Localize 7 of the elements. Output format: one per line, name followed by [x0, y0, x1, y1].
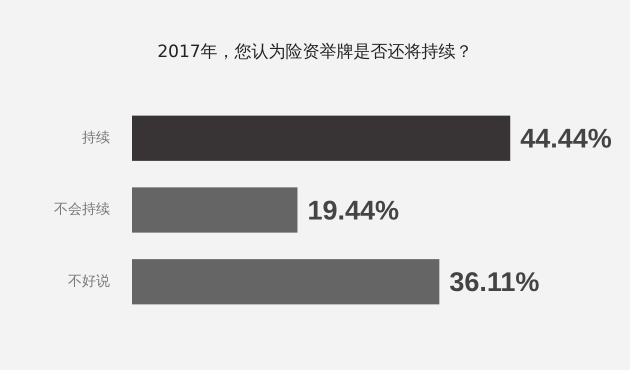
- y-tick-label: 持续: [82, 130, 110, 146]
- chart-title: 2017年，您认为险资举牌是否还将持续？: [156, 41, 474, 63]
- data-label: 44.44%: [520, 124, 612, 154]
- y-tick-label: 不好说: [68, 273, 110, 290]
- data-label: 19.44%: [307, 195, 400, 226]
- data-label: 36.11%: [449, 267, 540, 298]
- y-tick-label: 不会持续: [54, 202, 110, 218]
